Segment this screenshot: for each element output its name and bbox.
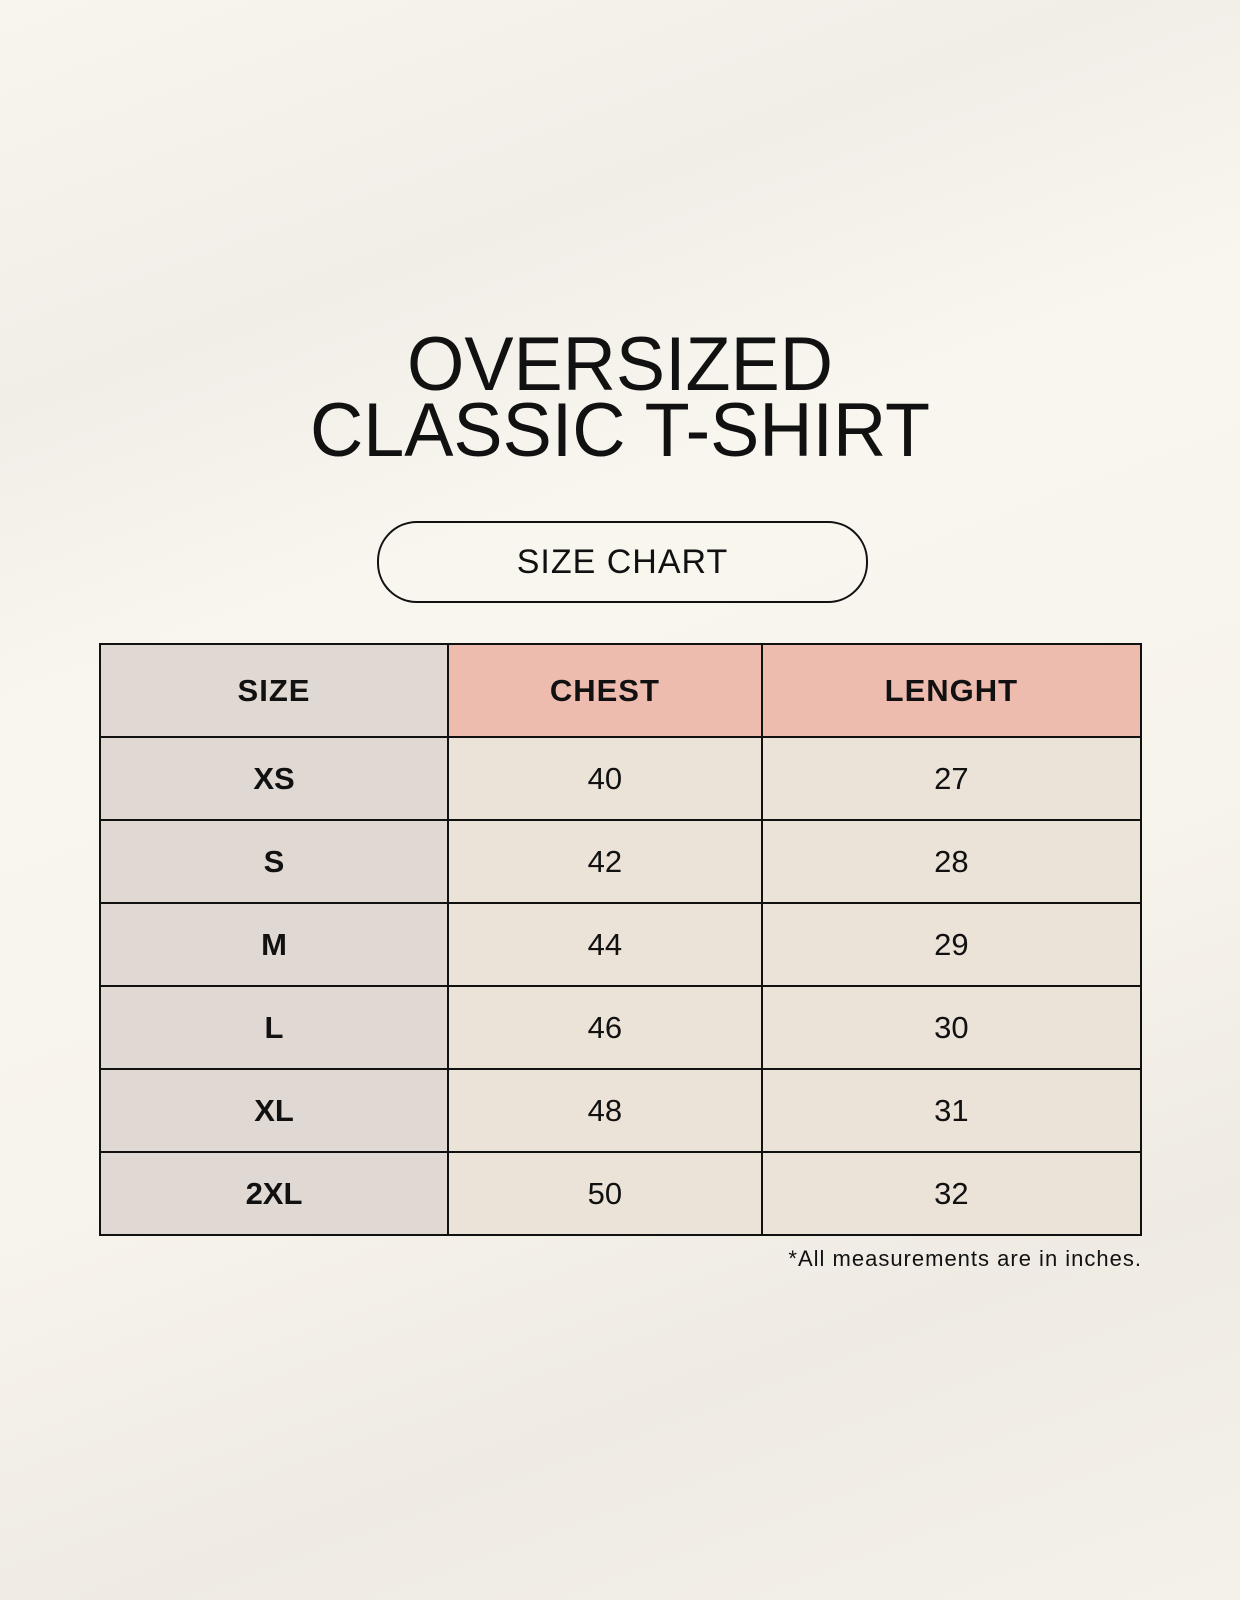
length-cell: 32 [760,1151,1143,1236]
size-cell: XS [99,736,449,821]
chest-cell: 40 [447,736,763,821]
size-cell: S [99,819,449,904]
length-cell: 30 [760,985,1143,1070]
length-cell: 27 [760,736,1143,821]
table-row: S 42 28 [99,819,1143,904]
table-row: 2XL 50 32 [99,1151,1143,1236]
length-cell: 28 [760,819,1143,904]
size-cell: 2XL [99,1151,449,1236]
table-row: XL 48 31 [99,1068,1143,1153]
table-row: M 44 29 [99,902,1143,987]
badge-label: SIZE CHART [516,542,729,581]
length-cell: 31 [760,1068,1143,1153]
chest-cell: 42 [447,819,763,904]
chest-cell: 50 [447,1151,763,1236]
footnote: *All measurements are in inches. [788,1246,1142,1271]
page-title: OVERSIZED CLASSIC T-SHIRT [19,322,1222,473]
title-line-1: OVERSIZED [406,322,834,407]
table-row: XS 40 27 [99,736,1143,821]
header-size: SIZE [99,643,449,738]
chest-cell: 46 [447,985,763,1070]
header-chest: CHEST [447,643,763,738]
chest-cell: 48 [447,1068,763,1153]
size-cell: M [99,902,449,987]
length-cell: 29 [760,902,1143,987]
table-header-row: SIZE CHEST LENGHT [99,643,1143,738]
title-line-2: CLASSIC T-SHIRT [310,388,930,473]
table-row: L 46 30 [99,985,1143,1070]
chest-cell: 44 [447,902,763,987]
header-length: LENGHT [760,643,1143,738]
size-cell: XL [99,1068,449,1153]
size-chart-badge: SIZE CHART [377,521,868,603]
size-cell: L [99,985,449,1070]
size-table: SIZE CHEST LENGHT XS 40 27 S 42 28 M 44 29 L 46 30 X… [99,643,1143,1236]
